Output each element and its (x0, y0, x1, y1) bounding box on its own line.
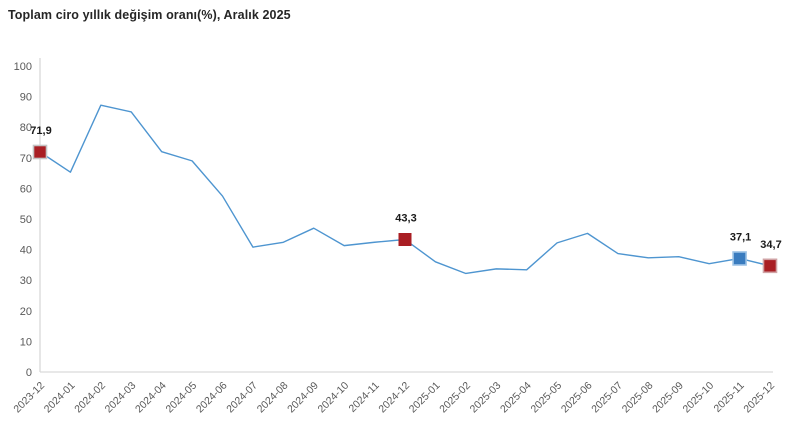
x-axis-tick-label: 2025-08 (620, 380, 656, 416)
x-axis-tick-label: 2025-01 (407, 380, 443, 416)
x-axis-tick-label: 2025-12 (741, 380, 777, 416)
x-axis-tick-label: 2024-12 (376, 380, 412, 416)
x-axis-tick-label: 2024-02 (72, 380, 108, 416)
x-axis-tick-label: 2025-02 (437, 380, 473, 416)
data-point-label: 71,9 (30, 125, 51, 137)
y-axis-tick-label: 0 (26, 367, 32, 379)
x-axis-tick-label: 2023-12 (11, 380, 47, 416)
x-axis-tick-label: 2024-07 (224, 380, 260, 416)
chart-title: Toplam ciro yıllık değişim oranı(%), Ara… (8, 8, 291, 22)
x-axis-tick-label: 2024-05 (163, 380, 199, 416)
x-axis-tick-label: 2024-11 (347, 380, 382, 415)
x-axis-tick-label: 2024-10 (316, 380, 352, 416)
y-axis-tick-label: 60 (20, 183, 32, 195)
x-axis-tick-label: 2025-07 (589, 380, 625, 416)
y-axis-tick-label: 40 (20, 245, 32, 257)
x-axis-tick-label: 2025-04 (498, 380, 534, 416)
x-axis-tick-label: 2025-03 (468, 380, 504, 416)
x-axis-tick-label: 2025-11 (712, 380, 747, 415)
y-axis-tick-label: 20 (20, 306, 32, 318)
x-axis-tick-label: 2024-06 (194, 380, 230, 416)
x-axis-tick-label: 2024-01 (42, 380, 78, 416)
data-series-line (39, 104, 771, 275)
y-axis-tick-label: 70 (20, 153, 32, 165)
x-axis-tick-label: 2024-09 (285, 380, 321, 416)
y-axis-tick-label: 10 (20, 336, 32, 348)
y-axis-tick-label: 50 (20, 214, 32, 226)
data-point-label: 37,1 (730, 231, 751, 243)
x-axis-tick-label: 2024-04 (133, 380, 169, 416)
x-axis-tick-label: 2025-05 (528, 380, 564, 416)
y-axis-tick-label: 90 (20, 92, 32, 104)
data-point-marker (398, 233, 412, 247)
data-point-label: 43,3 (395, 213, 416, 225)
data-point-marker (732, 251, 747, 266)
data-point-label: 34,7 (760, 239, 781, 251)
data-point-marker (762, 258, 778, 274)
y-axis-tick-label: 100 (14, 61, 32, 73)
x-axis-tick-label: 2025-10 (681, 380, 717, 416)
x-axis-tick-label: 2025-09 (650, 380, 686, 416)
x-axis-tick-label: 2024-08 (255, 380, 291, 416)
x-axis-tick-label: 2024-03 (103, 380, 139, 416)
y-axis-tick-label: 80 (20, 122, 32, 134)
y-axis-tick-label: 30 (20, 275, 32, 287)
data-point-marker (32, 144, 48, 160)
x-axis-tick-label: 2025-06 (559, 380, 595, 416)
